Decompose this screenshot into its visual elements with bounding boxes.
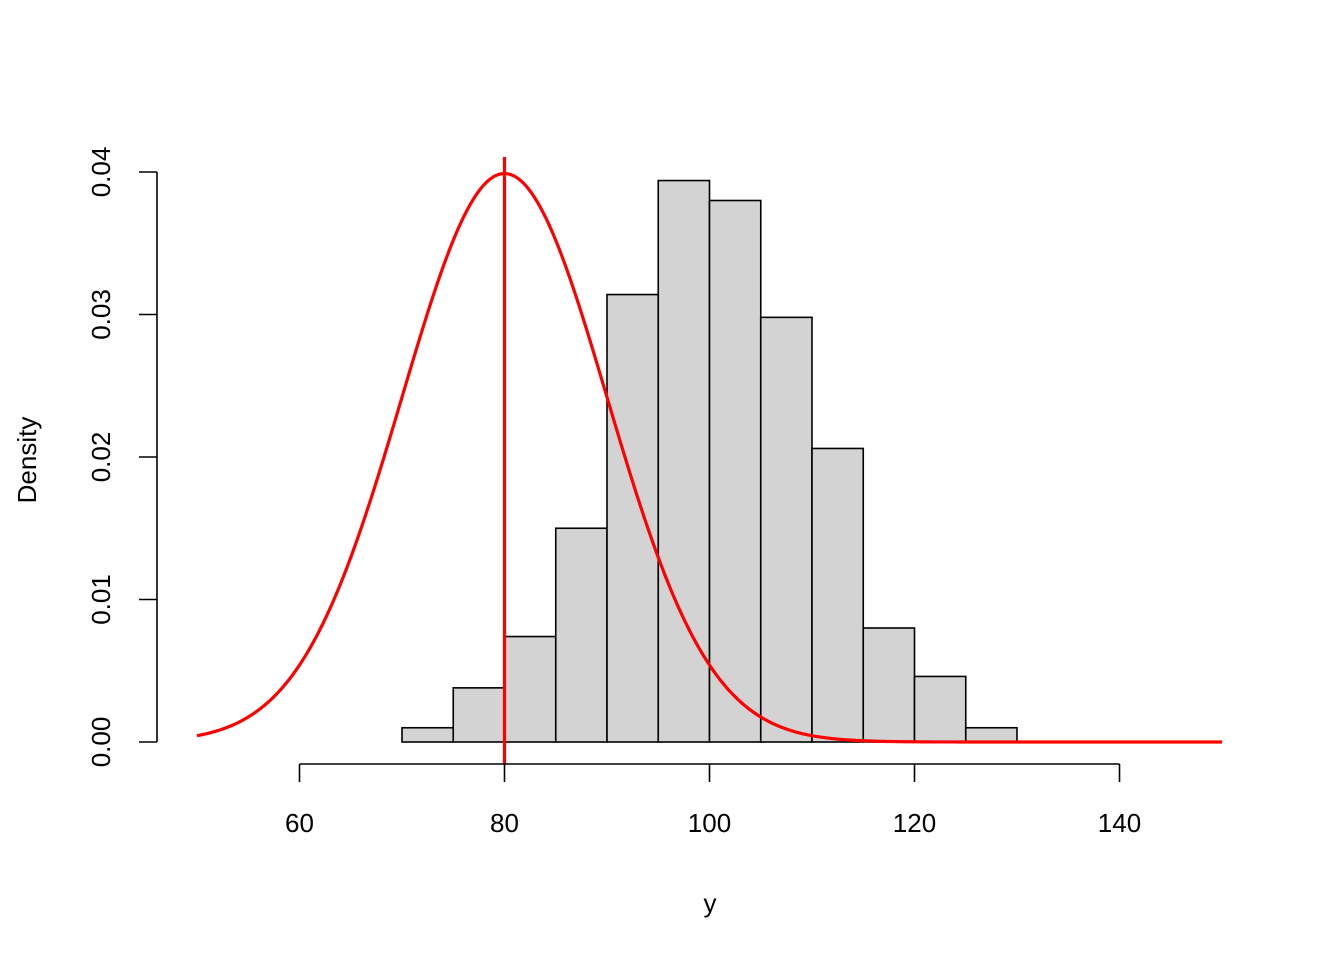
x-tick-label: 100 — [688, 808, 731, 838]
histogram-bar — [913, 675, 967, 743]
y-tick-label: 0.03 — [86, 289, 116, 340]
y-tick-label: 0.02 — [86, 432, 116, 483]
histogram-bar — [657, 179, 711, 743]
histogram-bar — [401, 726, 455, 743]
y-tick-label: 0.01 — [86, 574, 116, 625]
histogram-bar — [862, 627, 916, 743]
histogram-bar — [606, 293, 660, 743]
histogram-bars — [401, 179, 1018, 743]
histogram-bar — [708, 199, 762, 743]
histogram-bar — [503, 635, 557, 743]
y-tick-label: 0.04 — [86, 147, 116, 198]
x-axis: 60 80 100 120 140 — [285, 763, 1141, 838]
histogram-bar — [554, 527, 608, 743]
histogram-bar — [811, 447, 865, 743]
x-tick-label: 60 — [285, 808, 314, 838]
y-axis: 0.00 0.01 0.02 0.03 0.04 — [86, 147, 158, 768]
y-axis-title: Density — [12, 417, 42, 504]
histogram-bar — [452, 687, 506, 743]
histogram-bar — [759, 316, 813, 743]
x-tick-label: 120 — [893, 808, 936, 838]
x-axis-title: y — [704, 888, 717, 918]
x-tick-label: 140 — [1098, 808, 1141, 838]
histogram-bar — [964, 726, 1018, 743]
x-tick-label: 80 — [490, 808, 519, 838]
normal-density-curve — [196, 171, 1222, 744]
y-tick-label: 0.00 — [86, 717, 116, 768]
